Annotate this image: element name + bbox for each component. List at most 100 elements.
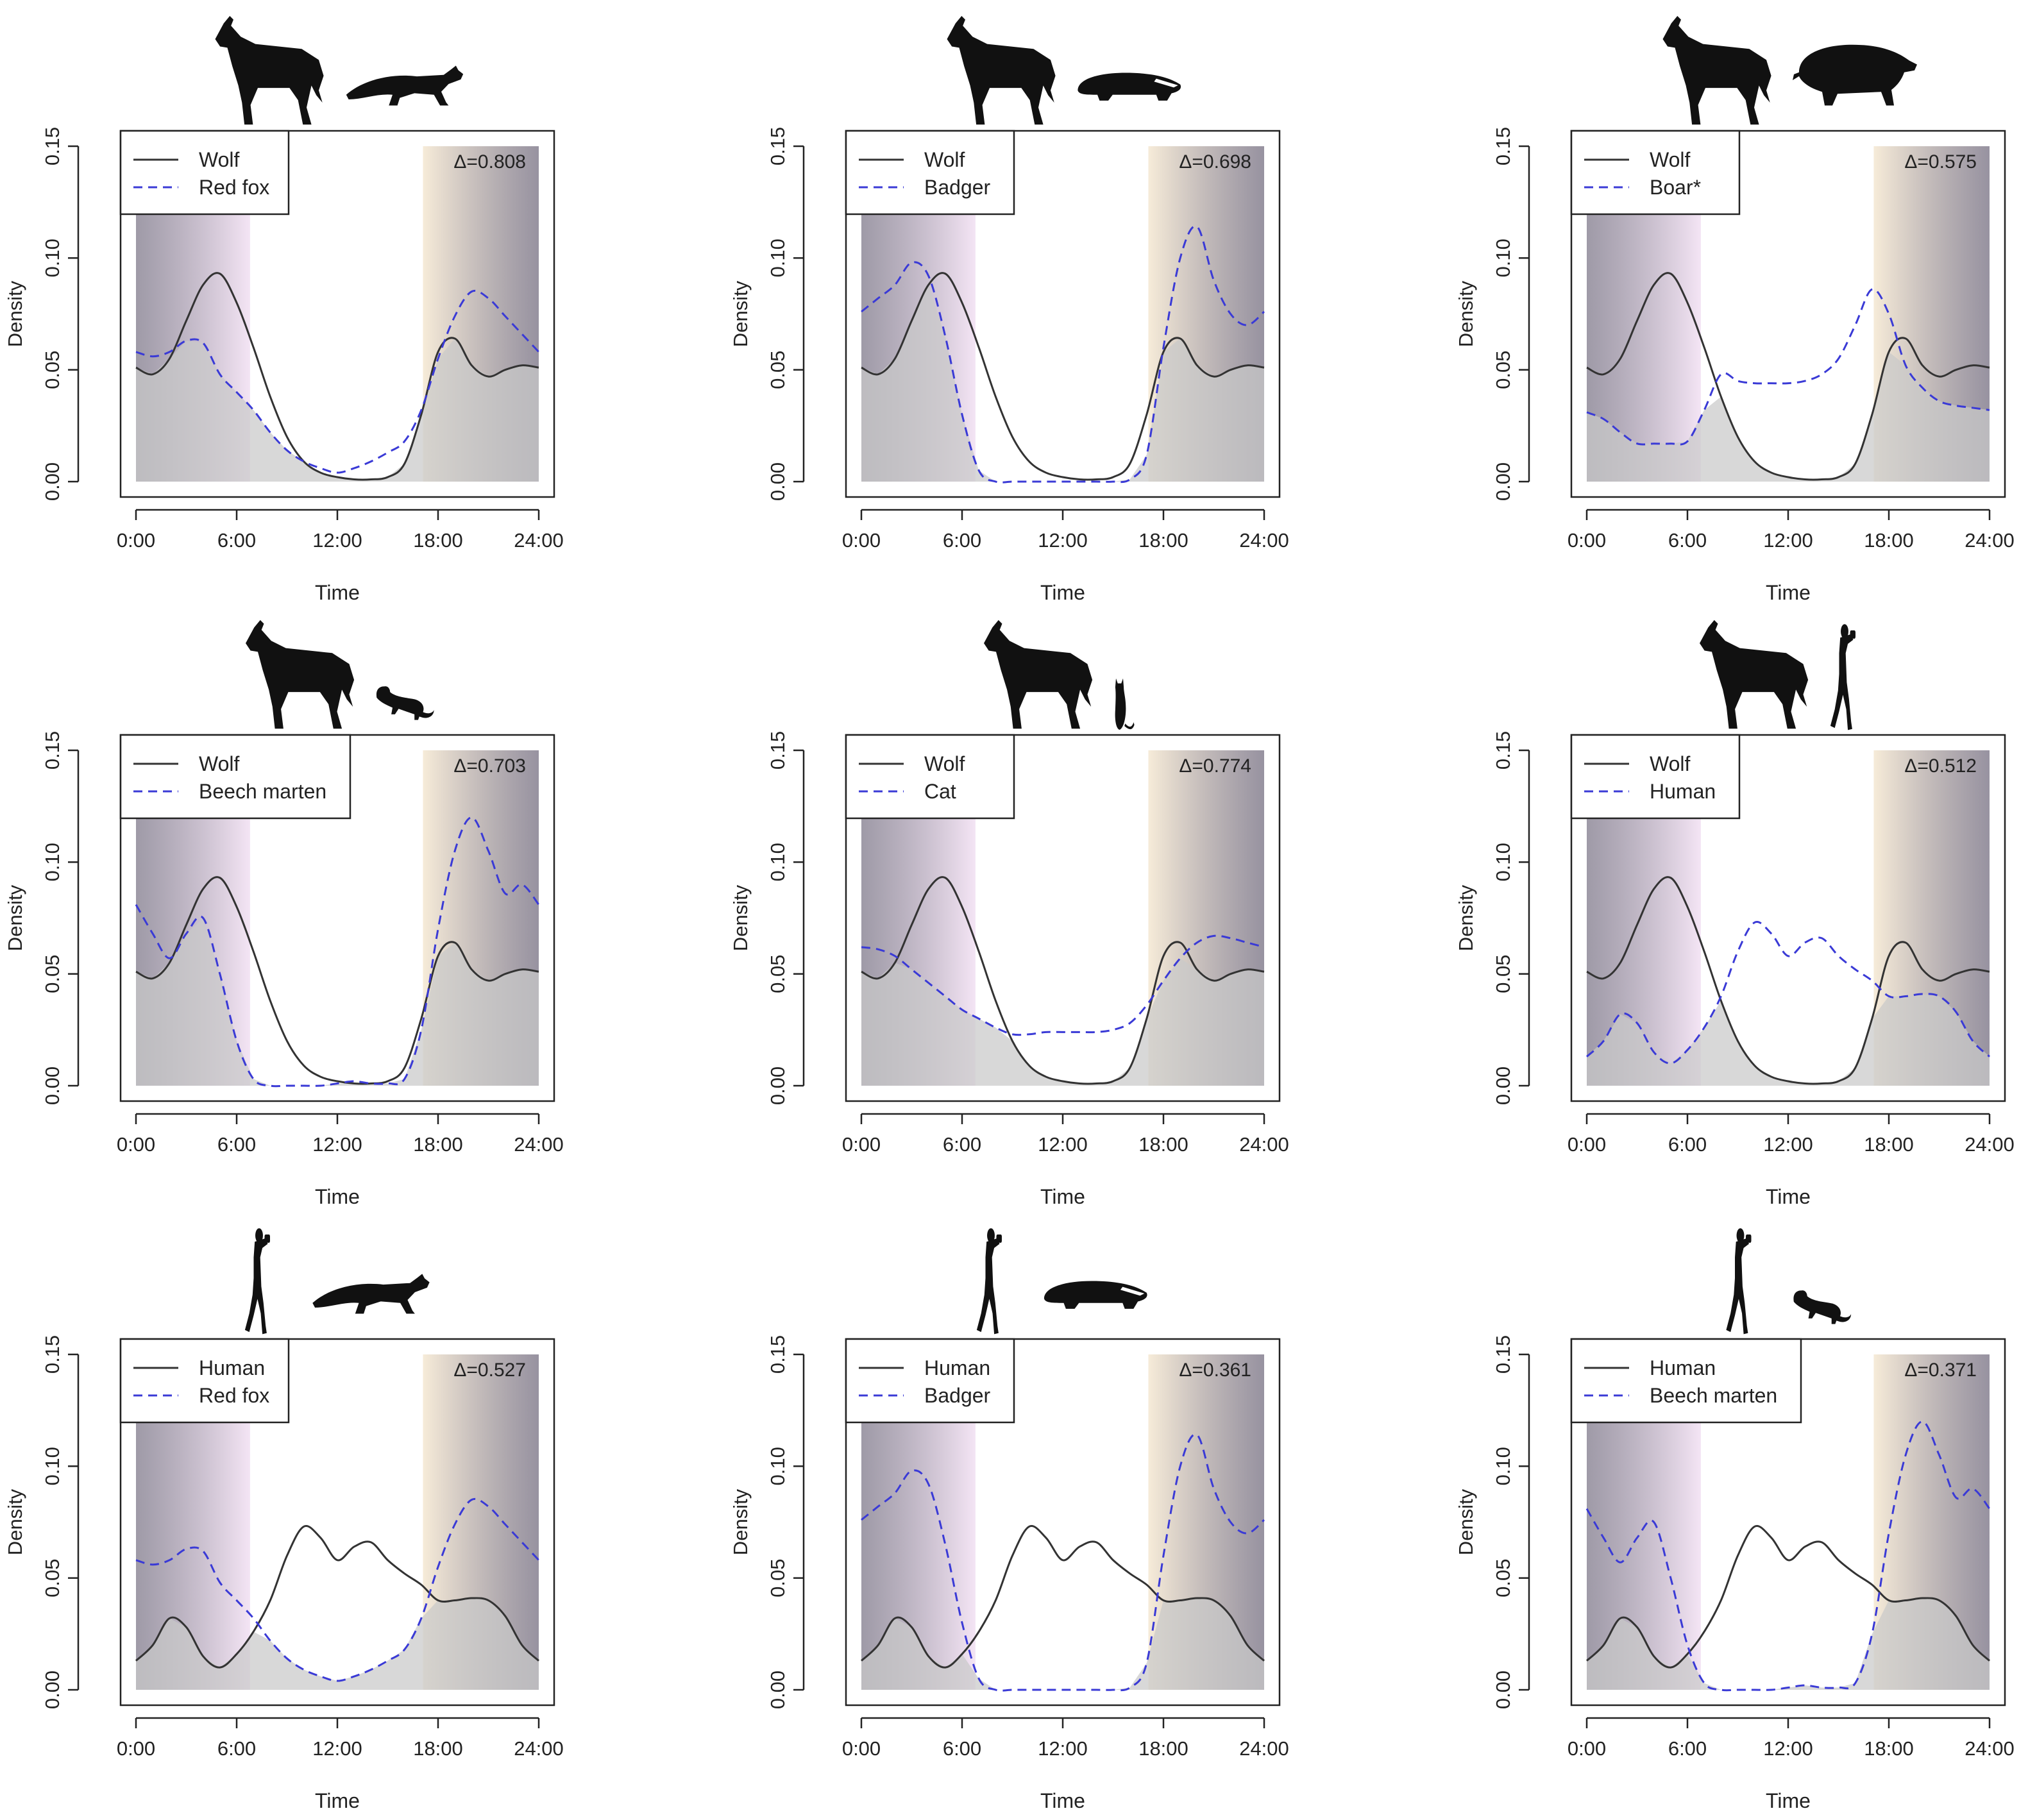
chart-panel-8: 0:00 6:00 12:00 18:00 24:00 Time 0.00 0.05 0.10 0… (729, 1228, 1289, 1812)
x-tick-label: 6:00 (217, 1133, 256, 1156)
human-icon (976, 1228, 1002, 1335)
series-line-reference (1586, 272, 1990, 481)
x-tick-label: 6:00 (943, 1133, 981, 1156)
chart-panel-2: 0:00 6:00 12:00 18:00 24:00 Time 0.00 0.05 0.10 0… (729, 15, 1289, 604)
x-tick-label: 24:00 (1965, 1737, 2015, 1760)
series-line-comparison (861, 934, 1265, 1036)
y-tick-label: 0.05 (41, 1558, 63, 1597)
y-axis-label: Density (4, 884, 26, 951)
overlap-area (861, 1598, 1264, 1690)
legend-box (119, 130, 290, 215)
chart-panel-5: 0:00 6:00 12:00 18:00 24:00 Time 0.00 0.05 0.10 0… (729, 619, 1289, 1208)
legend-box (845, 734, 1015, 820)
human-icon (1726, 1228, 1752, 1335)
x-axis-label: Time (1766, 581, 1811, 604)
y-axis-label: Density (4, 1488, 26, 1555)
x-tick-label: 6:00 (943, 529, 981, 552)
overlap-coefficient: Δ=0.527 (453, 1360, 526, 1381)
y-tick-label: 0.00 (41, 1066, 63, 1105)
legend-box (119, 734, 351, 820)
wolf-icon (215, 15, 324, 125)
x-tick-label: 24:00 (514, 529, 564, 552)
x-tick-label: 6:00 (217, 1737, 256, 1760)
overlap-coefficient: Δ=0.575 (1904, 151, 1977, 173)
y-axis-label: Density (729, 1488, 752, 1555)
series-line-comparison (135, 1497, 540, 1682)
y-tick-label: 0.10 (1492, 1447, 1514, 1485)
red-fox-icon (346, 65, 464, 106)
legend-box (845, 1338, 1015, 1424)
y-tick-label: 0.15 (1492, 127, 1514, 165)
x-tick-label: 24:00 (1965, 1133, 2015, 1156)
y-tick-label: 0.10 (41, 843, 63, 881)
series-line-comparison (861, 1433, 1265, 1692)
overlap-area (136, 1598, 539, 1690)
y-tick-label: 0.15 (41, 127, 63, 165)
plot-frame (119, 130, 555, 498)
series-line-reference (1585, 1525, 1991, 1669)
overlap-coefficient: Δ=0.512 (1904, 755, 1977, 777)
y-tick-label: 0.00 (1492, 1066, 1514, 1105)
plot-frame (845, 734, 1281, 1102)
chart-panel-3: 0:00 6:00 12:00 18:00 24:00 Time 0.00 0.05 0.10 0… (1455, 15, 2015, 604)
x-tick-label: 12:00 (1763, 529, 1813, 552)
x-tick-label: 12:00 (1038, 1133, 1088, 1156)
y-tick-label: 0.10 (41, 1447, 63, 1485)
y-tick-label: 0.00 (1492, 462, 1514, 501)
y-tick-label: 0.10 (766, 843, 789, 881)
y-tick-label: 0.05 (1492, 1558, 1514, 1597)
series-line-comparison (1585, 921, 1991, 1065)
y-tick-label: 0.05 (41, 954, 63, 993)
x-tick-label: 24:00 (1239, 529, 1289, 552)
legend-label-reference: Wolf (1650, 148, 1691, 171)
series-line-reference (135, 876, 539, 1085)
legend-label-reference: Human (924, 1356, 990, 1379)
series-line-reference (861, 876, 1265, 1085)
x-tick-label: 18:00 (413, 1737, 463, 1760)
y-tick-label: 0.00 (766, 1671, 789, 1709)
y-axis-label: Density (1455, 1488, 1477, 1555)
x-tick-label: 6:00 (943, 1737, 981, 1760)
overlap-coefficient: Δ=0.698 (1179, 151, 1251, 173)
legend-box (1570, 130, 1741, 215)
human-icon (1830, 624, 1855, 730)
series-line-comparison (861, 225, 1265, 484)
overlap-area (136, 338, 539, 482)
legend-box (845, 130, 1015, 215)
wolf-icon (984, 619, 1093, 729)
legend-label-comparison: Cat (924, 780, 956, 803)
overlap-coefficient: Δ=0.703 (453, 755, 526, 777)
chart-panel-4: 0:00 6:00 12:00 18:00 24:00 Time 0.00 0.05 0.10 0… (4, 619, 564, 1208)
legend-box (119, 1338, 290, 1424)
legend-label-reference: Wolf (199, 148, 240, 171)
y-tick-label: 0.15 (41, 1335, 63, 1374)
plot-frame (1570, 734, 2006, 1102)
y-tick-label: 0.15 (41, 731, 63, 770)
x-tick-label: 12:00 (1763, 1737, 1813, 1760)
legend-label-comparison: Badger (924, 176, 991, 199)
plot-frame (1570, 130, 2006, 498)
chart-panel-7: 0:00 6:00 12:00 18:00 24:00 Time 0.00 0.05 0.10 0… (4, 1228, 564, 1812)
chart-panel-1: 0:00 6:00 12:00 18:00 24:00 Time 0.00 0.05 0.10 0… (4, 15, 564, 604)
x-tick-label: 0:00 (842, 1737, 881, 1760)
y-tick-label: 0.15 (1492, 731, 1514, 770)
y-tick-label: 0.00 (41, 462, 63, 501)
y-tick-label: 0.10 (766, 1447, 789, 1485)
y-axis-label: Density (4, 280, 26, 347)
x-tick-label: 24:00 (514, 1737, 564, 1760)
x-tick-label: 24:00 (1239, 1133, 1289, 1156)
wolf-icon (1700, 619, 1809, 729)
series-line-comparison (135, 289, 540, 474)
x-axis-label: Time (1040, 581, 1085, 604)
y-tick-label: 0.15 (766, 731, 789, 770)
legend-label-comparison: Beech marten (1650, 1384, 1777, 1407)
x-tick-label: 18:00 (413, 1133, 463, 1156)
legend-label-comparison: Red fox (199, 176, 269, 199)
y-tick-label: 0.10 (41, 239, 63, 277)
human-icon (244, 1228, 270, 1335)
legend-box (1570, 734, 1741, 820)
y-tick-label: 0.00 (766, 462, 789, 501)
x-tick-label: 24:00 (514, 1133, 564, 1156)
x-axis-label: Time (315, 1789, 360, 1812)
y-axis-label: Density (1455, 280, 1477, 347)
